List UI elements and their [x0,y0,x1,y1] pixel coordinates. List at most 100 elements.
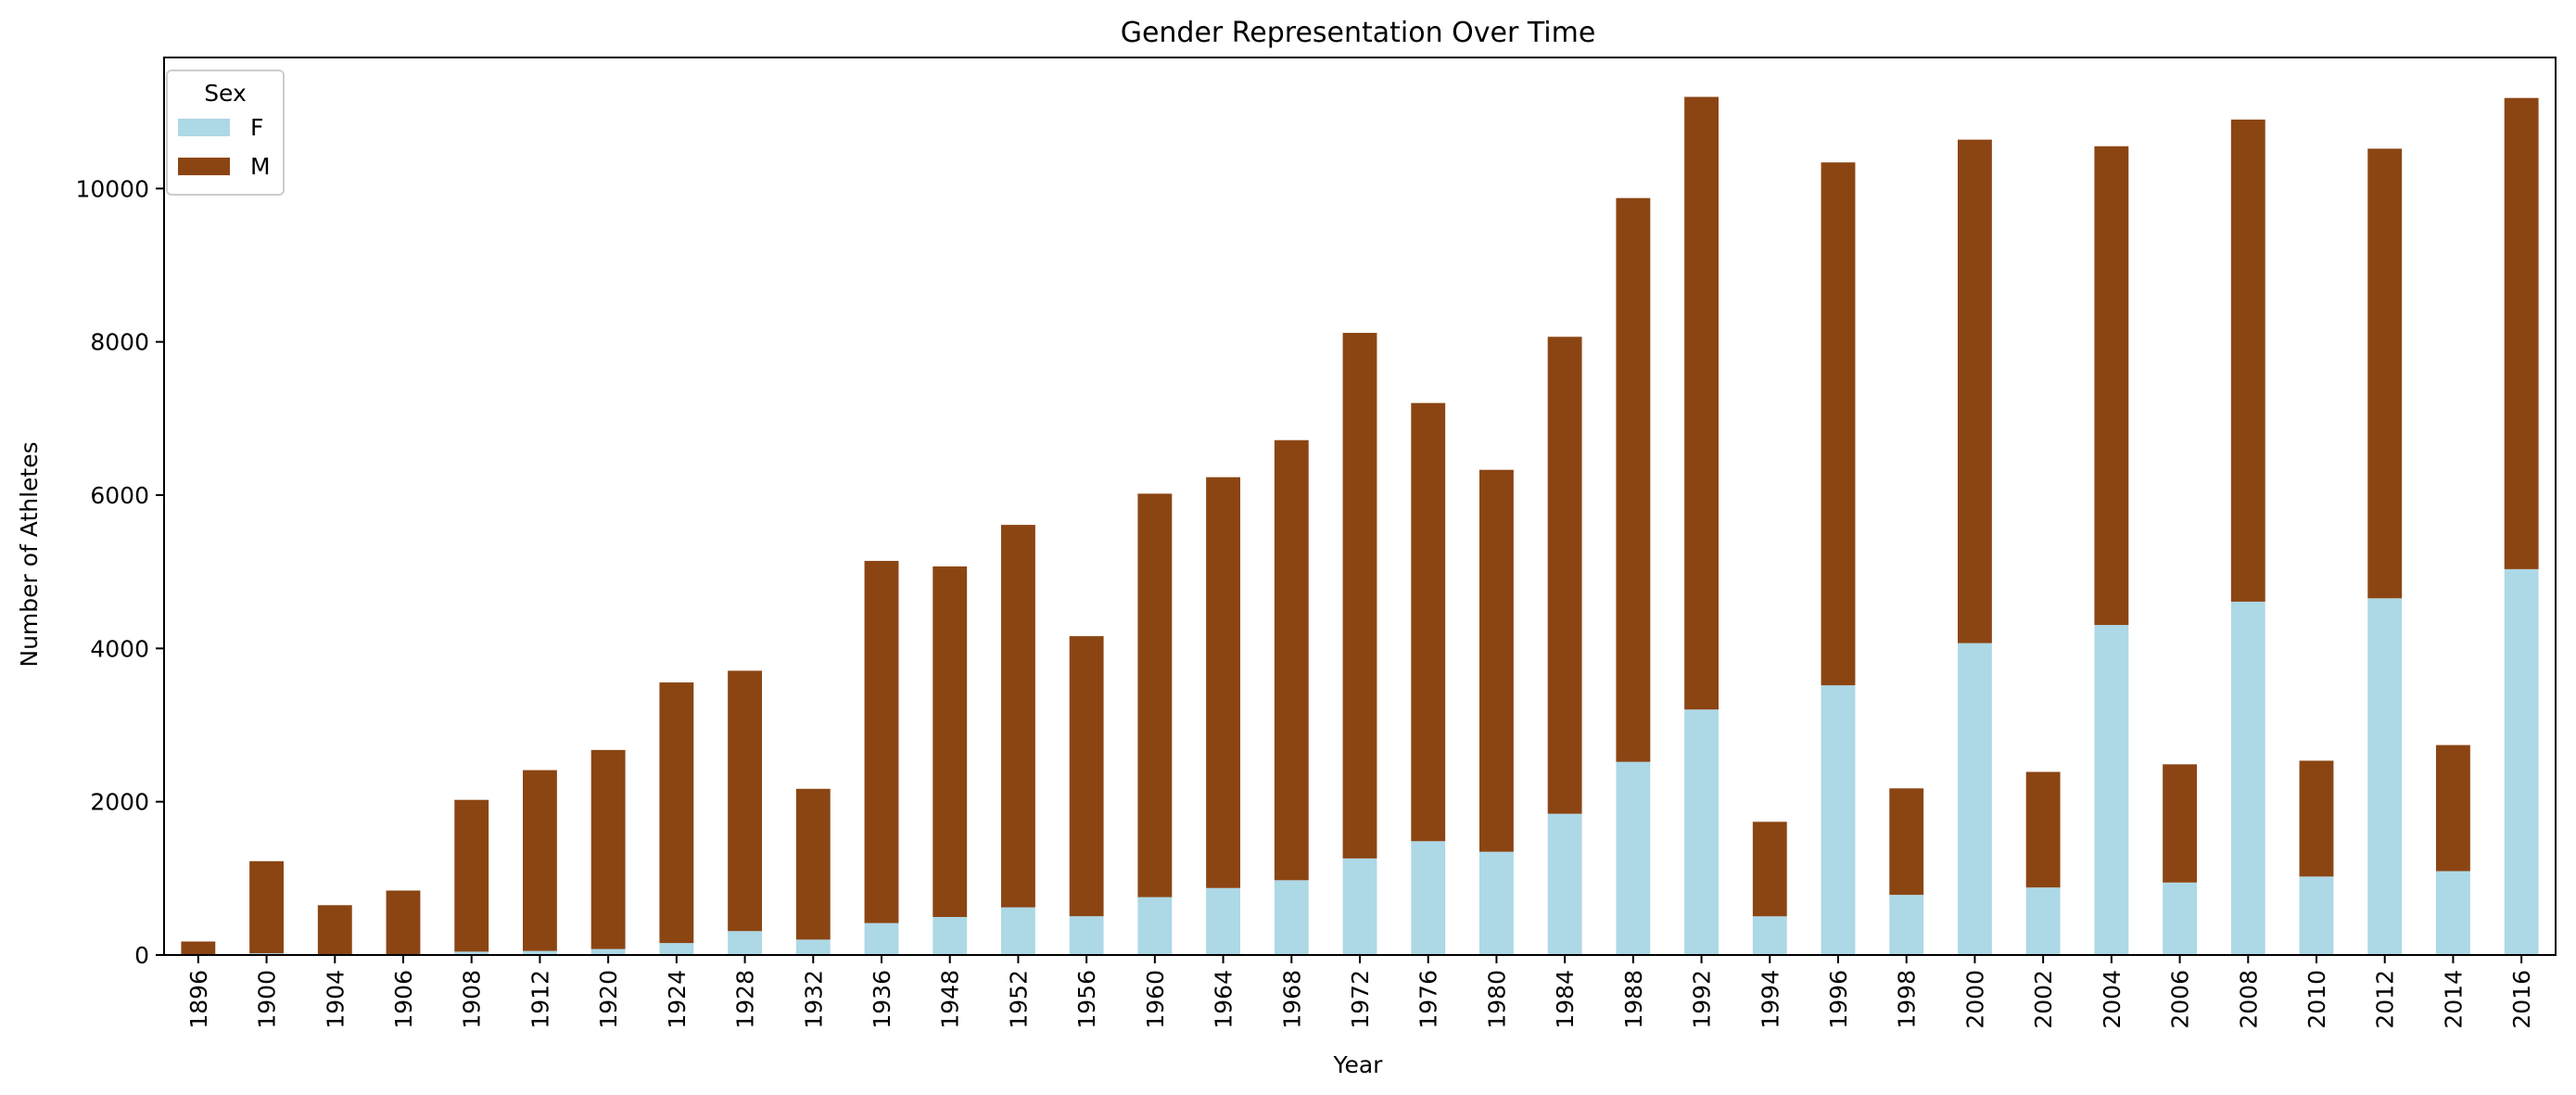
bar-M-1908 [454,799,489,952]
x-tick-label: 1928 [732,970,759,1029]
bar-M-1906 [386,890,421,955]
x-tick-label: 2014 [2440,970,2467,1029]
x-tick-label: 1980 [1483,970,1510,1029]
bar-M-1912 [523,770,557,951]
bar-M-1964 [1206,477,1240,888]
bar-F-2012 [2367,598,2403,955]
bar-F-1936 [864,923,899,955]
bar-F-1924 [659,943,694,955]
bar-F-1928 [728,931,762,955]
x-tick-label: 1988 [1620,970,1647,1029]
y-tick-label: 6000 [90,482,149,509]
x-tick-label: 1952 [1005,970,1032,1029]
bar-F-1968 [1274,880,1309,955]
chart-title: Gender Representation Over Time [1121,17,1596,49]
bars-group [181,96,2539,955]
bar-F-1960 [1137,897,1173,955]
legend-label-F: F [250,114,263,141]
bar-M-1948 [933,566,968,917]
bar-F-1948 [933,917,968,955]
bar-F-2010 [2299,876,2334,955]
bar-F-2014 [2436,871,2470,955]
bar-F-1992 [1684,709,1719,955]
bar-F-1932 [795,939,831,955]
bar-M-1904 [317,905,352,955]
bar-F-1996 [1821,685,1856,955]
bar-M-2016 [2504,97,2539,569]
bar-F-1952 [1001,907,1035,955]
bar-M-1900 [249,860,284,954]
y-tick-label: 8000 [90,329,149,356]
y-axis-label: Number of Athletes [16,441,43,667]
bar-F-1920 [590,949,626,955]
bar-M-1976 [1411,402,1446,842]
bar-M-1952 [1001,525,1035,908]
x-tick-label: 1960 [1142,970,1169,1029]
x-tick-label: 2004 [2099,970,2126,1029]
bar-F-1980 [1479,851,1514,955]
bar-M-1980 [1479,469,1514,852]
x-tick-label: 1984 [1552,970,1579,1029]
bar-M-2004 [2094,146,2129,626]
x-tick-label: 2002 [2030,970,2057,1029]
x-axis-label: Year [1333,1051,1384,1078]
x-tick-label: 1996 [1825,970,1852,1029]
bar-F-2002 [2025,887,2061,955]
bar-F-1998 [1889,895,1924,955]
bar-M-2008 [2230,119,2265,602]
bar-F-2000 [1958,643,1992,955]
x-tick-label: 1964 [1211,970,1237,1029]
legend-label-M: M [250,153,271,180]
x-tick-label: 2010 [2303,970,2330,1029]
x-tick-label: 1920 [595,970,622,1029]
x-tick-label: 1972 [1347,970,1374,1029]
legend-swatch-F [178,119,230,136]
bar-M-1896 [181,941,216,955]
x-tick-label: 1936 [869,970,895,1029]
bar-M-1968 [1274,439,1309,881]
bar-M-1998 [1889,788,1924,896]
legend-title: Sex [204,80,247,107]
x-tick-label: 1992 [1689,970,1716,1029]
bar-M-1928 [728,670,762,932]
bar-M-1972 [1342,333,1377,859]
x-tick-label: 1976 [1415,970,1442,1029]
x-tick-label: 2016 [2508,970,2535,1029]
bar-F-1908 [454,951,489,955]
x-tick-label: 1908 [459,970,486,1029]
bar-F-1976 [1411,841,1446,955]
bar-M-1956 [1069,636,1104,917]
bar-F-1984 [1547,813,1582,955]
bar-F-1988 [1616,761,1651,955]
bar-F-2006 [2163,882,2197,955]
x-tick-label: 1998 [1894,970,1921,1029]
bar-M-1936 [864,560,899,923]
bar-M-1924 [659,682,694,944]
legend-swatch-M [178,158,230,175]
bar-F-1972 [1342,858,1377,955]
bar-F-2004 [2094,625,2129,955]
bar-M-1932 [795,788,831,940]
x-tick-label: 1906 [390,970,417,1029]
bar-F-1956 [1069,916,1104,955]
x-tick-label: 1896 [185,970,212,1029]
x-tick-label: 1994 [1757,970,1783,1029]
x-tick-label: 1932 [800,970,827,1029]
bar-F-1994 [1752,916,1787,955]
y-tick-label: 0 [134,942,149,969]
y-tick-label: 2000 [90,789,149,816]
bar-M-1988 [1616,197,1651,762]
bar-F-1964 [1206,887,1240,955]
x-tick-label: 1900 [254,970,281,1029]
bar-M-2010 [2299,760,2334,877]
bar-M-2012 [2367,148,2403,599]
bar-F-2008 [2230,601,2265,955]
x-tick-label: 1956 [1073,970,1100,1029]
bar-M-2000 [1958,139,1992,643]
x-tick-label: 1912 [527,970,553,1029]
x-tick-label: 2012 [2372,970,2399,1029]
bar-M-1960 [1137,493,1173,898]
y-tick-label: 4000 [90,635,149,662]
bar-M-2014 [2436,745,2470,872]
